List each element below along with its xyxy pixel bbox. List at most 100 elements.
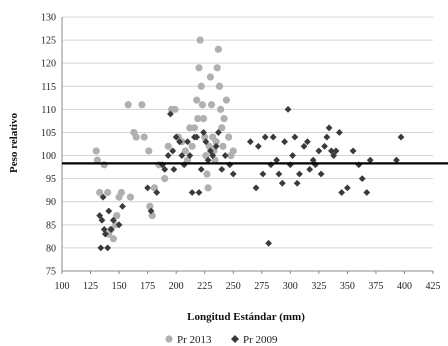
x-tick-label: 425 bbox=[426, 281, 441, 292]
point-pr2009 bbox=[105, 207, 113, 215]
point-pr2009 bbox=[330, 152, 338, 159]
point-pr2013 bbox=[188, 142, 196, 150]
x-tick-label: 175 bbox=[140, 281, 155, 292]
point-pr2009 bbox=[335, 129, 343, 136]
point-pr2009 bbox=[393, 156, 400, 164]
point-pr2009 bbox=[119, 202, 126, 210]
point-pr2013 bbox=[213, 64, 221, 72]
point-pr2009 bbox=[172, 133, 180, 141]
y-tick-label: 80 bbox=[46, 243, 56, 254]
point-pr2009 bbox=[169, 147, 177, 155]
point-pr2009 bbox=[209, 152, 217, 159]
point-pr2009 bbox=[164, 152, 172, 159]
point-pr2013 bbox=[140, 133, 148, 141]
point-pr2013 bbox=[220, 115, 228, 123]
point-pr2009 bbox=[178, 152, 186, 159]
point-pr2013 bbox=[132, 133, 140, 141]
legend: Pr 2013 Pr 2009 bbox=[165, 334, 278, 346]
point-pr2013 bbox=[190, 124, 199, 132]
point-pr2013 bbox=[199, 115, 208, 123]
point-pr2009 bbox=[176, 138, 183, 146]
legend-marker-pr2013 bbox=[165, 335, 173, 343]
point-pr2009 bbox=[147, 207, 155, 215]
point-pr2009 bbox=[212, 142, 220, 150]
point-pr2009 bbox=[317, 170, 325, 178]
y-tick-label: 75 bbox=[46, 267, 56, 278]
point-pr2009 bbox=[397, 133, 405, 141]
point-pr2009 bbox=[99, 193, 107, 201]
point-pr2009 bbox=[269, 133, 277, 141]
point-pr2009 bbox=[195, 189, 203, 196]
point-pr2009 bbox=[300, 142, 308, 150]
point-pr2009 bbox=[193, 133, 201, 141]
point-pr2009 bbox=[109, 216, 117, 224]
y-tick-label: 95 bbox=[46, 174, 56, 185]
point-pr2009 bbox=[153, 189, 161, 196]
point-pr2013 bbox=[214, 45, 222, 53]
point-pr2013 bbox=[206, 73, 214, 81]
x-tick-label: 300 bbox=[283, 281, 298, 292]
point-pr2009 bbox=[254, 142, 262, 150]
point-pr2009 bbox=[289, 152, 296, 159]
point-pr2009 bbox=[321, 142, 328, 150]
point-pr2013 bbox=[104, 188, 112, 197]
point-pr2009 bbox=[349, 147, 357, 155]
point-pr2013 bbox=[215, 82, 224, 90]
point-pr2009 bbox=[188, 189, 196, 196]
y-tick-label: 110 bbox=[41, 105, 56, 116]
point-pr2013 bbox=[212, 138, 220, 146]
x-tick-label: 125 bbox=[83, 281, 98, 292]
point-pr2009 bbox=[315, 147, 323, 155]
y-tick-label: 115 bbox=[41, 82, 56, 93]
point-pr2013 bbox=[93, 156, 101, 164]
point-pr2009 bbox=[259, 170, 267, 178]
point-pr2009 bbox=[202, 138, 210, 146]
point-pr2013 bbox=[201, 133, 209, 141]
x-tick-label: 375 bbox=[368, 281, 383, 292]
point-pr2009 bbox=[343, 184, 351, 192]
point-pr2009 bbox=[293, 179, 301, 187]
point-pr2013 bbox=[109, 235, 117, 243]
point-pr2009 bbox=[328, 147, 335, 155]
y-tick-label: 100 bbox=[41, 151, 56, 162]
y-tick-label: 130 bbox=[41, 13, 56, 24]
y-tick-label: 125 bbox=[41, 36, 56, 47]
point-pr2009 bbox=[200, 129, 207, 136]
point-pr2009 bbox=[284, 105, 292, 113]
point-pr2009 bbox=[100, 226, 108, 233]
point-pr2009 bbox=[184, 138, 191, 146]
axes bbox=[61, 17, 434, 274]
point-pr2013 bbox=[164, 142, 172, 150]
point-pr2013 bbox=[171, 105, 179, 113]
point-pr2013 bbox=[196, 36, 204, 44]
point-pr2009 bbox=[167, 110, 174, 118]
point-pr2009 bbox=[170, 166, 178, 173]
point-pr2013 bbox=[146, 202, 154, 210]
x-tick-label: 225 bbox=[197, 281, 212, 292]
point-pr2013 bbox=[161, 175, 169, 183]
y-axis-title: Peso relativo bbox=[8, 113, 20, 173]
y-tick-label: 120 bbox=[41, 59, 56, 70]
point-pr2009 bbox=[96, 212, 104, 219]
point-pr2009 bbox=[214, 129, 222, 136]
point-pr2009 bbox=[338, 189, 346, 196]
legend-marker-pr2009 bbox=[231, 335, 239, 343]
point-pr2009 bbox=[261, 133, 269, 141]
point-pr2009 bbox=[161, 166, 169, 173]
point-pr2013 bbox=[229, 147, 237, 155]
point-pr2013 bbox=[117, 188, 125, 197]
point-pr2009 bbox=[197, 166, 205, 173]
grid-lines bbox=[62, 16, 433, 272]
point-pr2009 bbox=[323, 133, 331, 141]
point-pr2013 bbox=[218, 124, 226, 132]
y-tick-label: 90 bbox=[46, 197, 56, 208]
point-pr2009 bbox=[306, 166, 314, 173]
x-tick-label: 350 bbox=[340, 281, 355, 292]
point-pr2009 bbox=[278, 179, 286, 187]
data-points bbox=[92, 36, 405, 252]
point-pr2009 bbox=[107, 226, 115, 233]
point-pr2009 bbox=[281, 138, 288, 146]
point-pr2013 bbox=[217, 105, 225, 113]
point-pr2009 bbox=[252, 184, 260, 192]
